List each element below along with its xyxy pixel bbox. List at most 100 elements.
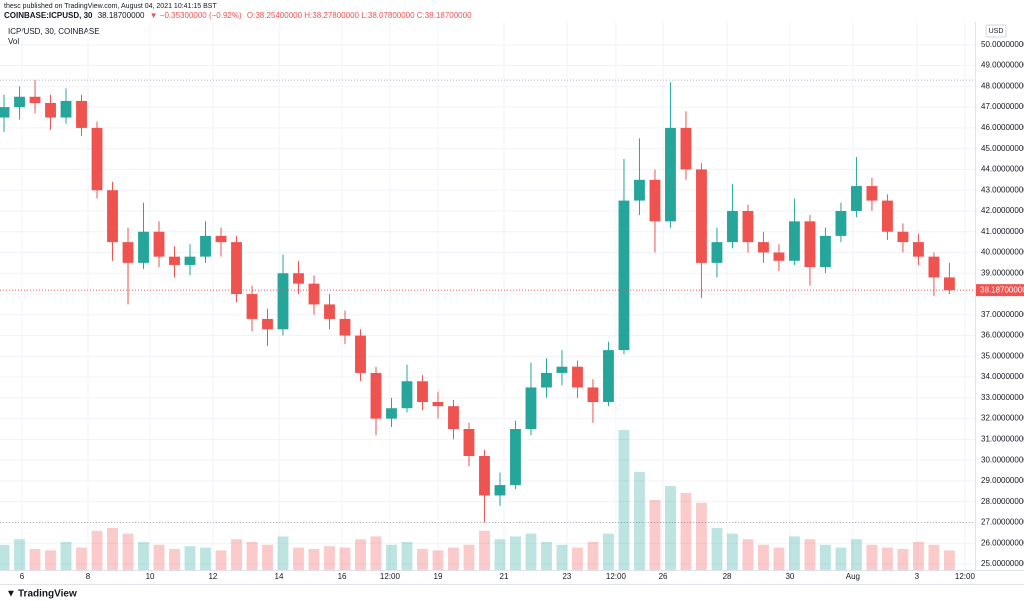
candle-body [262, 318, 273, 330]
volume-bar [882, 547, 893, 570]
x-tick-label: Aug [846, 572, 860, 581]
y-tick-label: 34.00000000 [981, 372, 1024, 381]
y-tick-label: 42.00000000 [981, 206, 1024, 215]
volume-bar [339, 547, 351, 570]
x-tick-label: 10 [146, 572, 155, 581]
x-tick-label: 30 [785, 572, 794, 581]
candle-body [463, 429, 475, 456]
candle-body [169, 256, 180, 265]
candle-body [246, 294, 258, 319]
volume-bar [277, 536, 289, 570]
volume-bar [603, 533, 614, 570]
volume-bar [45, 550, 56, 570]
y-tick-label: 50.00000000 [981, 40, 1024, 49]
candle-body [649, 179, 661, 222]
y-tick-label: 44.00000000 [981, 165, 1024, 174]
candle-body [572, 366, 583, 388]
candle-body [603, 350, 614, 403]
ohlc: O:38.25400000 H:38.27800000 L:38.0780000… [247, 11, 472, 20]
volume-bar [14, 539, 25, 570]
volume-bar [29, 549, 41, 570]
x-tick-label: 28 [723, 572, 732, 581]
y-tick-label: 32.00000000 [981, 414, 1024, 423]
volume-bar [649, 500, 661, 570]
candle-body [417, 381, 428, 403]
volume-bar [665, 486, 676, 570]
volume-bar [432, 550, 444, 570]
ohlc-line: COINBASE:ICPUSD, 30 38.18700000 ▼ −0.353… [4, 11, 472, 20]
x-tick-label: 14 [275, 572, 284, 581]
currency-box[interactable] [985, 24, 1007, 38]
volume-label: Vol [8, 37, 19, 46]
volume-bar [572, 547, 583, 570]
x-tick-label: 6 [20, 572, 25, 581]
published-line: thesc published on TradingView.com, Augu… [4, 3, 217, 10]
volume-bar [944, 550, 955, 570]
candle-body [29, 96, 41, 103]
candle-body [432, 402, 444, 407]
volume-bar [494, 539, 506, 570]
candle-body [370, 372, 382, 419]
y-tick-label: 40.00000000 [981, 248, 1024, 257]
x-tick-label: 19 [434, 572, 443, 581]
volume-bar [122, 533, 134, 570]
candle-body [293, 273, 304, 284]
volume-bar [541, 542, 552, 570]
y-tick-label: 37.00000000 [981, 310, 1024, 319]
candle-body [107, 190, 118, 243]
candle-body [14, 96, 25, 108]
candle-body [324, 304, 335, 319]
x-tick-label: 21 [500, 572, 509, 581]
candle-body [153, 231, 165, 257]
volume-bar [820, 544, 831, 570]
x-tick-label: 12:00 [955, 572, 976, 581]
candle-body [525, 387, 537, 430]
candle-body [680, 127, 692, 170]
volume-bar [928, 544, 940, 570]
last-price-label: 38.18700000 [980, 285, 1024, 294]
candle-body [401, 381, 413, 409]
volume-bar [897, 549, 909, 570]
candle-body [231, 242, 242, 295]
volume-bar [386, 544, 397, 570]
candle-body [820, 235, 831, 268]
candle-body [0, 107, 10, 118]
candle-body [308, 283, 320, 305]
footer-logo: TradingView [18, 589, 77, 600]
candle-body [742, 210, 754, 243]
volume-bar [448, 547, 459, 570]
candle-body [215, 235, 227, 243]
y-tick-label: 29.00000000 [981, 476, 1024, 485]
x-tick-label: 26 [659, 572, 668, 581]
volume-bar [169, 549, 180, 570]
candle-body [556, 366, 568, 373]
y-tick-label: 47.00000000 [981, 102, 1024, 111]
candle-body [355, 335, 366, 373]
candle-body [91, 127, 103, 191]
volume-bar [789, 536, 800, 570]
currency[interactable]: USD [989, 28, 1004, 35]
volume-bar [835, 547, 847, 570]
volume-bar [556, 544, 568, 570]
candle-body [200, 235, 211, 257]
candles [0, 80, 955, 523]
volume-bar [184, 546, 196, 570]
volume-bar [355, 539, 366, 570]
volume-bar [0, 544, 10, 570]
volume-bar [618, 430, 630, 570]
change: ▼ −0.35300000 (−0.92%) [150, 11, 242, 20]
last: 38.18700000 [98, 11, 145, 20]
candle-body [122, 242, 134, 263]
volume-bar [138, 542, 149, 570]
candle-body [386, 408, 397, 419]
candle-body [618, 200, 630, 351]
y-tick-label: 46.00000000 [981, 123, 1024, 132]
volume-bar [479, 530, 490, 570]
candle-body [789, 221, 800, 261]
volume-bar [76, 547, 87, 570]
y-tick-label: 28.00000000 [981, 497, 1024, 506]
volume-bar [246, 542, 258, 570]
candle-body [138, 231, 149, 263]
